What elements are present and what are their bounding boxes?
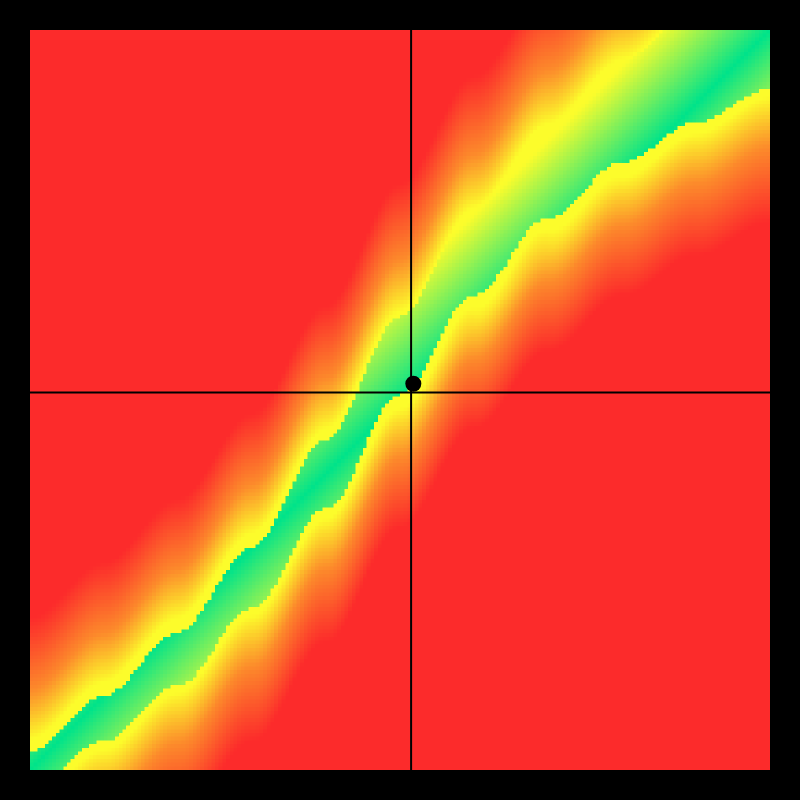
chart-container: TheBottleneck.com <box>0 0 800 800</box>
crosshair-overlay <box>0 0 800 800</box>
watermark-text: TheBottleneck.com <box>570 4 782 31</box>
